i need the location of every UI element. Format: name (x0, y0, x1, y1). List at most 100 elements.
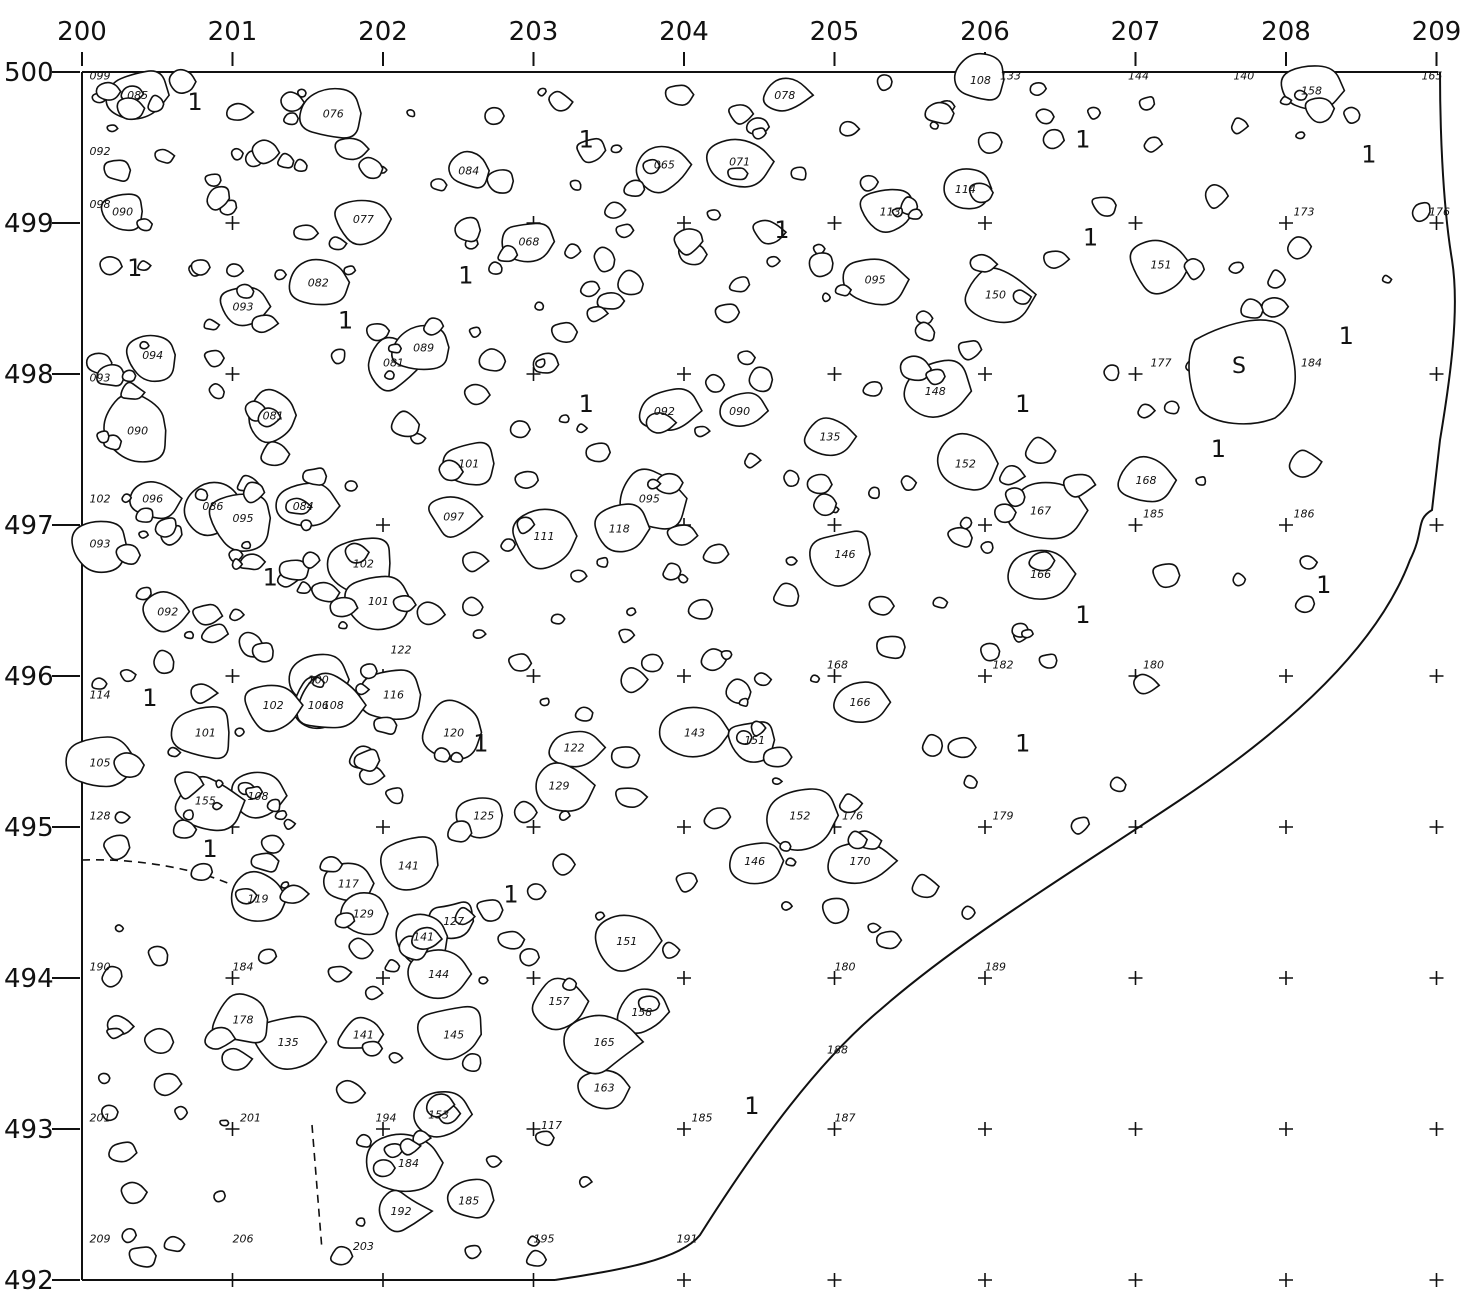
stone (274, 809, 288, 821)
stone (231, 558, 244, 570)
stone-number: 094 (142, 349, 163, 362)
stone (615, 223, 635, 239)
stone (486, 169, 515, 194)
stone (752, 219, 788, 245)
dashed-boundary-upper (81, 858, 233, 886)
stone-number: 143 (684, 726, 705, 739)
stone-number: 106 (308, 699, 329, 712)
stone (293, 158, 308, 173)
y-tick-label: 492 (4, 1266, 54, 1296)
level-number: 099 (90, 70, 111, 83)
stone (785, 857, 797, 867)
stone-number: 185 (458, 1195, 479, 1208)
stone-number: 167 (1030, 504, 1051, 517)
stone-number: 122 (564, 742, 585, 755)
stone (319, 855, 344, 873)
stone-number: 146 (744, 855, 765, 868)
stone (977, 131, 1003, 154)
stone (422, 317, 445, 336)
level-labels: 173 176 177 184 185 186 182 180 179 176 180 189 190 1… (90, 70, 1450, 1253)
stone (213, 1190, 227, 1203)
stone (280, 881, 290, 889)
stone (1029, 82, 1048, 97)
stone (936, 432, 999, 491)
stone (803, 417, 858, 457)
stone (980, 642, 1001, 662)
stone (703, 807, 732, 830)
stone (212, 801, 224, 811)
stone (516, 516, 536, 535)
stone-number: 095 (639, 492, 660, 505)
grid-cross (1279, 1273, 1293, 1287)
stone (234, 887, 258, 905)
grid-cross (1128, 971, 1143, 985)
level-number: 188 (827, 1044, 848, 1057)
stone (454, 216, 482, 243)
stone (704, 373, 726, 393)
stone (1260, 297, 1290, 318)
level-number: 179 (993, 809, 1014, 822)
y-tick-label: 498 (4, 360, 54, 390)
special-stone-label: S (1232, 354, 1246, 379)
stone (353, 748, 381, 772)
stone (121, 369, 137, 383)
stone (1293, 89, 1308, 101)
layer-number: 1 (142, 684, 157, 712)
grid-cross (1128, 216, 1143, 230)
stone (228, 548, 244, 563)
y-axis: 500 499 498 497 496 495 494 493 492 (4, 58, 80, 1296)
level-number: 133 (1000, 70, 1021, 83)
stone (416, 601, 447, 626)
stone (230, 147, 245, 161)
x-tick-label: 209 (1412, 17, 1462, 47)
stone (527, 1235, 541, 1247)
stone (706, 138, 775, 188)
stone (1038, 653, 1058, 669)
stone (1143, 136, 1164, 153)
stone (1195, 476, 1207, 486)
stone (468, 326, 482, 338)
stone (1091, 196, 1117, 217)
stone-number: 151 (744, 734, 765, 747)
stone (925, 368, 946, 386)
stone (280, 91, 306, 112)
stone (964, 267, 1038, 324)
y-tick-label: 495 (4, 813, 54, 843)
level-number: 187 (835, 1111, 856, 1124)
stone (728, 276, 751, 293)
y-tick-label: 499 (4, 209, 54, 239)
stone (190, 862, 214, 881)
stone (238, 553, 267, 571)
stone (245, 785, 264, 800)
grid-cross (376, 1122, 390, 1136)
stone (593, 246, 616, 273)
stone (862, 381, 883, 397)
layer-number: 1 (1075, 126, 1090, 154)
stone (812, 243, 826, 256)
stone-number: 168 (1136, 474, 1157, 487)
y-tick-label: 494 (4, 964, 54, 994)
stone (1381, 274, 1393, 284)
stone-number: 078 (774, 89, 795, 102)
stone (125, 334, 177, 383)
stone-number: 117 (338, 877, 359, 890)
stone (450, 751, 464, 763)
stone-number: 111 (534, 530, 555, 543)
grid-cross (225, 216, 240, 230)
stone (154, 148, 176, 164)
stone (120, 381, 146, 400)
stone (116, 97, 146, 121)
stone (373, 716, 398, 735)
stone (809, 530, 871, 587)
level-number: 184 (233, 960, 254, 973)
grid-cross (1279, 216, 1293, 230)
stone (586, 305, 610, 323)
stone (719, 392, 770, 427)
stone (714, 303, 741, 324)
stone (1117, 455, 1178, 503)
stone (813, 493, 838, 517)
stone (497, 244, 519, 263)
stone (1295, 131, 1306, 140)
stone (327, 965, 353, 983)
